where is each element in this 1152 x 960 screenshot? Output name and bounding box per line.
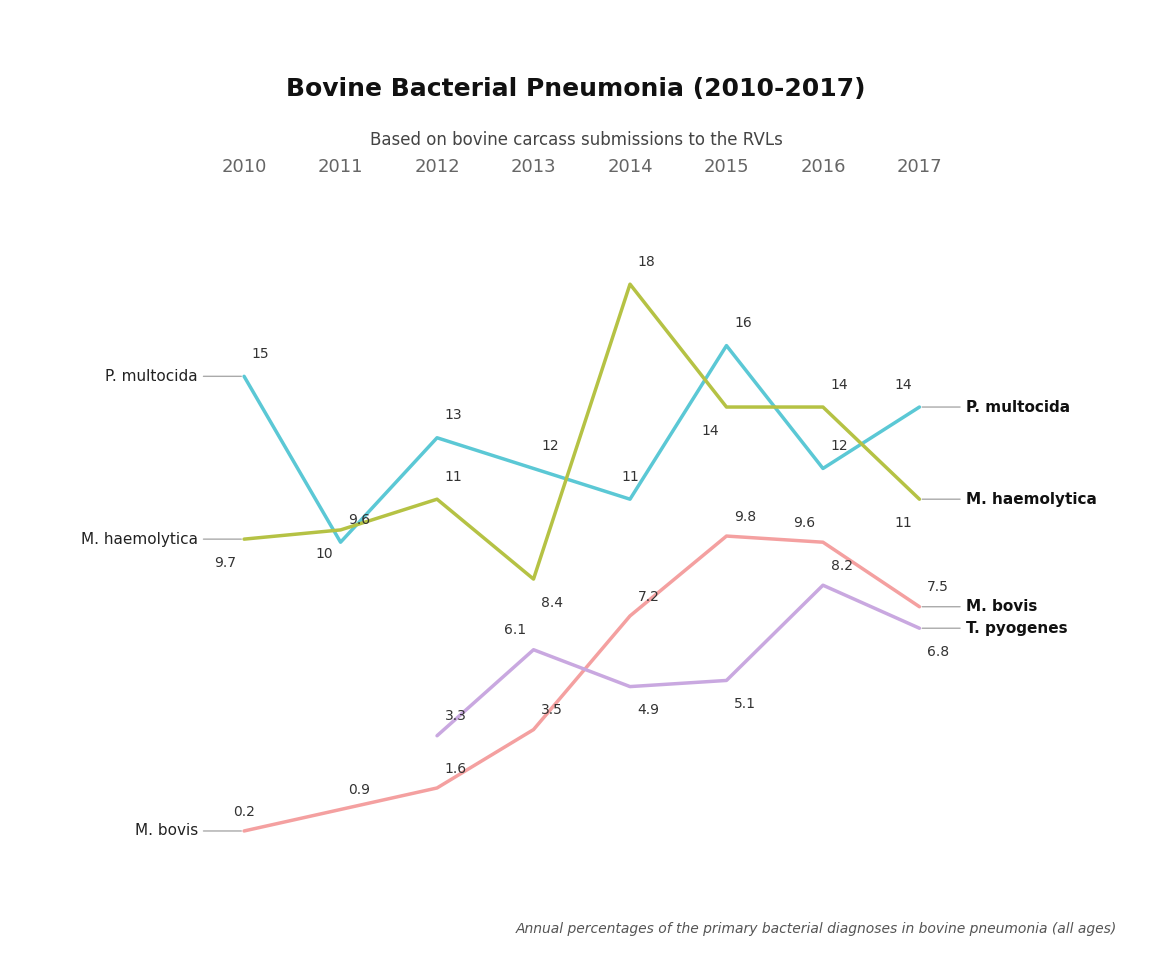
- Text: M. haemolytica: M. haemolytica: [81, 532, 198, 546]
- Text: 7.2: 7.2: [638, 589, 660, 604]
- Text: M. bovis: M. bovis: [135, 824, 198, 838]
- Text: P. multocida: P. multocida: [965, 399, 1070, 415]
- Text: 12: 12: [541, 439, 559, 453]
- Text: Annual percentages of the primary bacterial diagnoses in bovine pneumonia (all a: Annual percentages of the primary bacter…: [516, 922, 1117, 936]
- Text: 8.2: 8.2: [831, 559, 852, 573]
- Text: 15: 15: [252, 347, 270, 361]
- Text: 11: 11: [445, 469, 462, 484]
- Text: 14: 14: [831, 377, 848, 392]
- Text: 16: 16: [734, 316, 752, 330]
- Text: M. bovis: M. bovis: [965, 599, 1037, 614]
- Text: 6.8: 6.8: [927, 645, 949, 659]
- Text: 8.4: 8.4: [541, 596, 563, 610]
- Text: M. haemolytica: M. haemolytica: [965, 492, 1097, 507]
- Text: 0.9: 0.9: [348, 783, 370, 797]
- Text: 9.6: 9.6: [348, 513, 371, 527]
- Text: T. pyogenes: T. pyogenes: [965, 621, 1068, 636]
- Text: 1.6: 1.6: [445, 761, 467, 776]
- Text: 18: 18: [638, 254, 655, 269]
- Text: 6.1: 6.1: [503, 623, 525, 637]
- Text: 11: 11: [621, 469, 639, 484]
- Text: 7.5: 7.5: [927, 581, 949, 594]
- Text: 0.2: 0.2: [233, 804, 255, 819]
- Text: 12: 12: [831, 439, 848, 453]
- Text: 3.5: 3.5: [541, 704, 563, 717]
- Text: P. multocida: P. multocida: [105, 369, 198, 384]
- Text: 11: 11: [894, 516, 911, 530]
- Text: 9.7: 9.7: [214, 556, 236, 570]
- Text: 10: 10: [316, 546, 333, 561]
- Text: 9.6: 9.6: [793, 516, 816, 530]
- Text: 14: 14: [894, 377, 911, 392]
- Text: 9.8: 9.8: [734, 510, 757, 524]
- Text: Based on bovine carcass submissions to the RVLs: Based on bovine carcass submissions to t…: [370, 131, 782, 149]
- Text: Bovine Bacterial Pneumonia (2010-2017): Bovine Bacterial Pneumonia (2010-2017): [286, 77, 866, 101]
- Text: 13: 13: [445, 408, 462, 422]
- Text: 14: 14: [702, 423, 719, 438]
- Text: 4.9: 4.9: [638, 704, 660, 717]
- Text: 3.3: 3.3: [445, 709, 467, 724]
- Text: 5.1: 5.1: [734, 697, 756, 711]
